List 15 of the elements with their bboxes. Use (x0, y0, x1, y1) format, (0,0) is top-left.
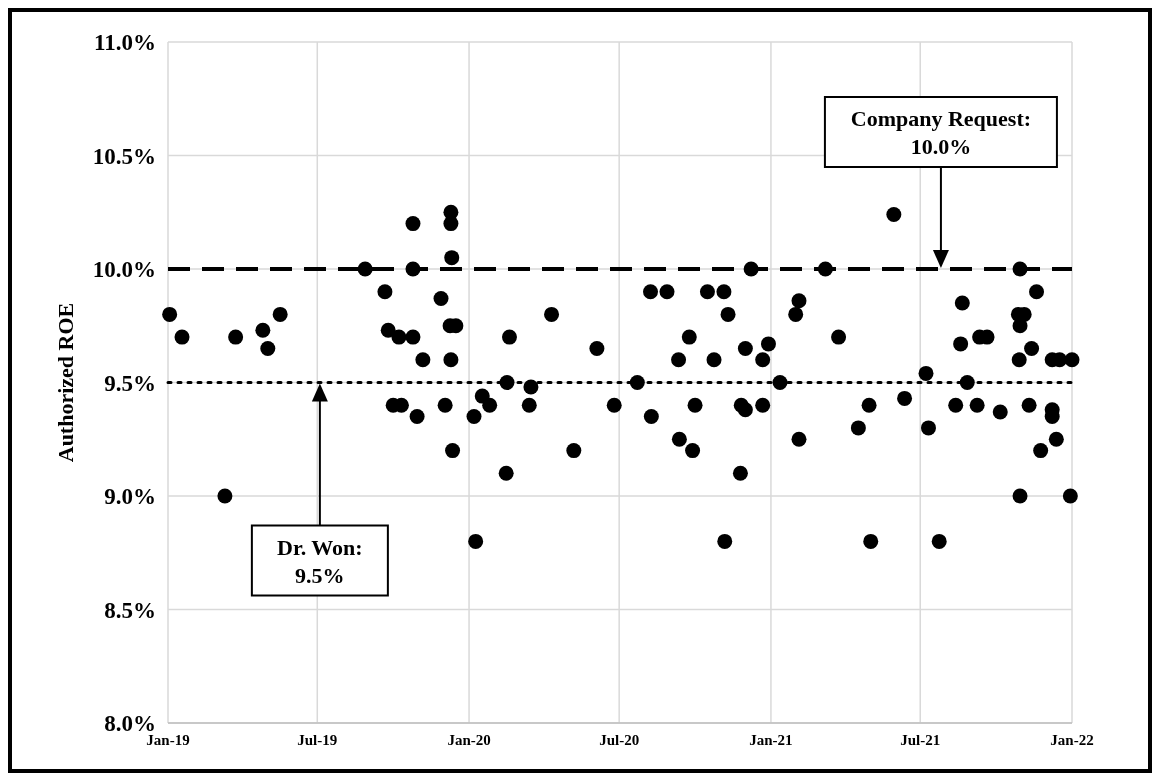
annotation: Dr. Won: 9.5% (277, 534, 363, 588)
annotation: Company Request: 10.0% (850, 106, 1032, 159)
x-tick-label: Jul-19 (297, 732, 338, 748)
y-axis-title: Authorized ROE (53, 302, 78, 463)
y-tick-label: 10.0% (92, 257, 156, 282)
x-tick-label: Jan-22 (1050, 732, 1094, 748)
x-tick-label: Jul-21 (900, 732, 941, 748)
x-tick-label: Jan-21 (749, 732, 793, 748)
y-tick-label: 8.5% (104, 597, 156, 623)
x-tick-label: Jul-20 (599, 732, 640, 748)
y-tick-label: 9.5% (104, 370, 156, 396)
x-tick-label: Jan-20 (447, 732, 491, 748)
y-tick-label: 11.0% (94, 30, 156, 55)
y-tick-label: 9.0% (104, 484, 156, 509)
y-tick-label: 10.5% (92, 143, 156, 169)
